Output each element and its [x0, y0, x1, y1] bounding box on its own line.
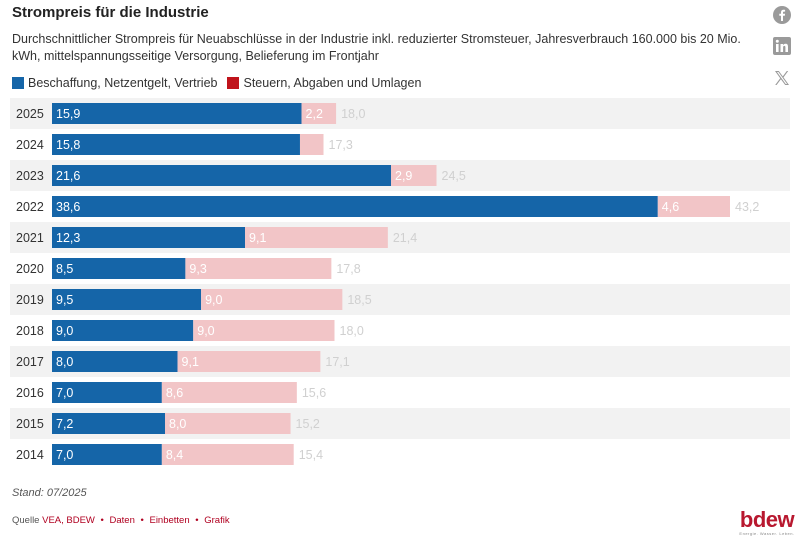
linkedin-icon[interactable]	[773, 37, 791, 55]
facebook-icon[interactable]	[773, 6, 791, 24]
category-label: 2022	[16, 200, 44, 214]
category-label: 2016	[16, 386, 44, 400]
category-label: 2015	[16, 417, 44, 431]
category-label: 2017	[16, 355, 44, 369]
data-label-series1: 15,9	[56, 107, 80, 121]
source-line: Quelle VEA, BDEW • Daten • Einbetten • G…	[12, 515, 230, 526]
total-label: 24,5	[442, 169, 466, 183]
source-prefix: Quelle	[12, 515, 40, 526]
data-label-series2: 8,6	[166, 386, 183, 400]
chart-title: Strompreis für die Industrie	[12, 4, 209, 21]
data-link[interactable]: Daten	[109, 515, 135, 526]
bar-segment-series2	[193, 320, 335, 341]
category-label: 2014	[16, 448, 44, 462]
legend-swatch-series1	[12, 77, 24, 89]
source-name-link[interactable]: VEA, BDEW	[42, 515, 95, 526]
total-label: 15,4	[299, 448, 323, 462]
data-label-series1: 8,0	[56, 355, 73, 369]
data-label-series2: 2,9	[395, 169, 412, 183]
x-icon[interactable]	[773, 69, 791, 87]
bar-segment-series2	[301, 103, 337, 124]
bdew-logo: bdew Energie. Wasser. Leben.	[739, 507, 795, 537]
legend-item-series1[interactable]: Beschaffung, Netzentgelt, Vertrieb	[12, 76, 217, 90]
data-label-series2: 9,1	[182, 355, 199, 369]
bar-segment-series1	[52, 444, 162, 465]
total-label: 17,8	[336, 262, 360, 276]
embed-link[interactable]: Einbetten	[149, 515, 190, 526]
data-label-series2: 2,2	[306, 107, 323, 121]
total-label: 15,6	[302, 386, 326, 400]
total-label: 21,4	[393, 231, 417, 245]
category-label: 2024	[16, 138, 44, 152]
total-label: 17,1	[325, 355, 349, 369]
bar-segment-series2	[177, 351, 321, 372]
bar-segment-series2	[201, 289, 343, 310]
category-label: 2019	[16, 293, 44, 307]
data-label-series1: 9,0	[56, 324, 73, 338]
bar-segment-series2	[165, 413, 291, 434]
total-label: 18,0	[340, 324, 364, 338]
legend-swatch-series2	[227, 77, 240, 89]
data-label-series2: 4,6	[662, 200, 679, 214]
category-label: 2023	[16, 169, 44, 183]
bar-segment-series2	[299, 134, 324, 155]
data-label-series1: 8,5	[56, 262, 73, 276]
data-label-series2: 9,3	[189, 262, 206, 276]
bar-segment-series2	[245, 227, 388, 248]
data-label-series2: 8,0	[169, 417, 186, 431]
category-label: 2021	[16, 231, 44, 245]
data-label-series2: 9,1	[249, 231, 266, 245]
bar-segment-series1	[52, 134, 300, 155]
data-label-series1: 38,6	[56, 200, 80, 214]
legend-item-series2[interactable]: Steuern, Abgaben und Umlagen	[227, 76, 421, 90]
total-label: 15,2	[296, 417, 320, 431]
bar-segment-series2	[161, 382, 297, 403]
data-label-series1: 21,6	[56, 169, 80, 183]
total-label: 17,3	[329, 138, 353, 152]
bar-segment-series1	[52, 382, 162, 403]
bar-chart: 2025 15,9 2,2 18,0 2024 15,8 17,3 2023 21,6 2,9 24…	[10, 98, 790, 465]
total-label: 18,0	[341, 107, 365, 121]
data-label-series1: 7,0	[56, 386, 73, 400]
legend-label-series1: Beschaffung, Netzentgelt, Vertrieb	[28, 76, 218, 90]
data-label-series1: 15,8	[56, 138, 80, 152]
legend-label-series2: Steuern, Abgaben und Umlagen	[243, 76, 422, 90]
data-label-series2: 8,4	[166, 448, 183, 462]
bar-segment-series1	[52, 227, 246, 248]
bar-segment-series2	[391, 165, 437, 186]
bar-segment-series2	[657, 196, 730, 217]
data-label-series1: 12,3	[56, 231, 80, 245]
category-label: 2025	[16, 107, 44, 121]
legend: Beschaffung, Netzentgelt, Vertrieb Steue…	[12, 76, 431, 90]
bar-segment-series2	[185, 258, 332, 279]
data-label-series2: 9,0	[197, 324, 214, 338]
bar-segment-series1	[52, 165, 391, 186]
bar-segment-series1	[52, 351, 178, 372]
category-label: 2018	[16, 324, 44, 338]
total-label: 18,5	[347, 293, 371, 307]
data-label-series2: 9,0	[205, 293, 222, 307]
category-label: 2020	[16, 262, 44, 276]
bar-segment-series1	[52, 413, 165, 434]
data-status-note: Stand: 07/2025	[12, 487, 87, 499]
bar-segment-series1	[52, 258, 186, 279]
total-label: 43,2	[735, 200, 759, 214]
bar-segment-series1	[52, 103, 302, 124]
data-label-series1: 7,0	[56, 448, 73, 462]
data-label-series1: 9,5	[56, 293, 73, 307]
data-label-series1: 7,2	[56, 417, 73, 431]
chart-subtitle: Durchschnittlicher Strompreis für Neuabs…	[12, 32, 741, 63]
bar-segment-series1	[52, 320, 194, 341]
bar-segment-series1	[52, 196, 658, 217]
bar-segment-series2	[161, 444, 294, 465]
graphic-link[interactable]: Grafik	[204, 515, 230, 526]
bar-segment-series1	[52, 289, 202, 310]
